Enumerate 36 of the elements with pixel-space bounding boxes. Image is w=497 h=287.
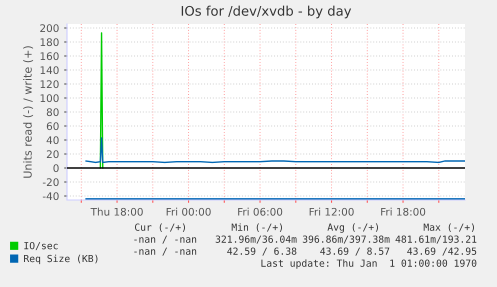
y-tick-label: 120 <box>40 80 59 88</box>
text: Avg (-/+) <box>328 223 378 233</box>
y-tick-label: 80 <box>46 108 59 116</box>
x-tick-label: Fri 18:00 <box>381 208 426 216</box>
y-tick-label: 100 <box>40 94 59 102</box>
text: 43.69 / 8.57 <box>320 247 390 256</box>
text: Last update: Thu Jan 1 01:00:00 1970 <box>261 259 476 269</box>
legend-label: IO/sec <box>24 242 58 250</box>
x-tick-label: Fri 00:00 <box>166 208 211 216</box>
y-tick-label: 20 <box>46 150 59 158</box>
y-tick-label: 160 <box>40 52 59 60</box>
y-tick-label: 60 <box>46 122 59 130</box>
y-tick-label: 200 <box>40 24 59 32</box>
text: 481.61m/193.21 <box>396 235 476 244</box>
x-tick-label: Fri 06:00 <box>238 208 282 216</box>
text: Cur (-/+) <box>134 223 185 232</box>
line-series <box>85 137 465 164</box>
y-tick-label: 180 <box>40 38 59 46</box>
legend-label: Req Size (KB) <box>24 254 98 264</box>
text: Max (-/+) <box>424 223 474 232</box>
text: 321.96m/36.04m <box>216 235 297 244</box>
y-tick-label: 0 <box>53 164 59 172</box>
text: 43.69 /42.95 <box>407 247 476 256</box>
y-tick-label: -20 <box>42 178 59 186</box>
y-tick-label: 40 <box>46 136 59 144</box>
x-tick-label: Thu 18:00 <box>90 208 143 216</box>
y-tick-label: -40 <box>42 192 59 200</box>
y-axis-title: Units read (-) / write (+) <box>23 46 34 178</box>
text: Min (-/+) <box>232 223 282 232</box>
text: 42.59 / 6.38 <box>227 247 296 256</box>
x-tick-label: Fri 12:00 <box>310 208 354 216</box>
text: -nan / -nan <box>134 236 196 244</box>
chart-title: IOs for /dev/xvdb - by day <box>182 6 352 18</box>
text: -nan / -nan <box>134 248 196 256</box>
y-tick-label: 140 <box>40 66 59 74</box>
text: 396.86m/397.38m <box>302 235 390 244</box>
